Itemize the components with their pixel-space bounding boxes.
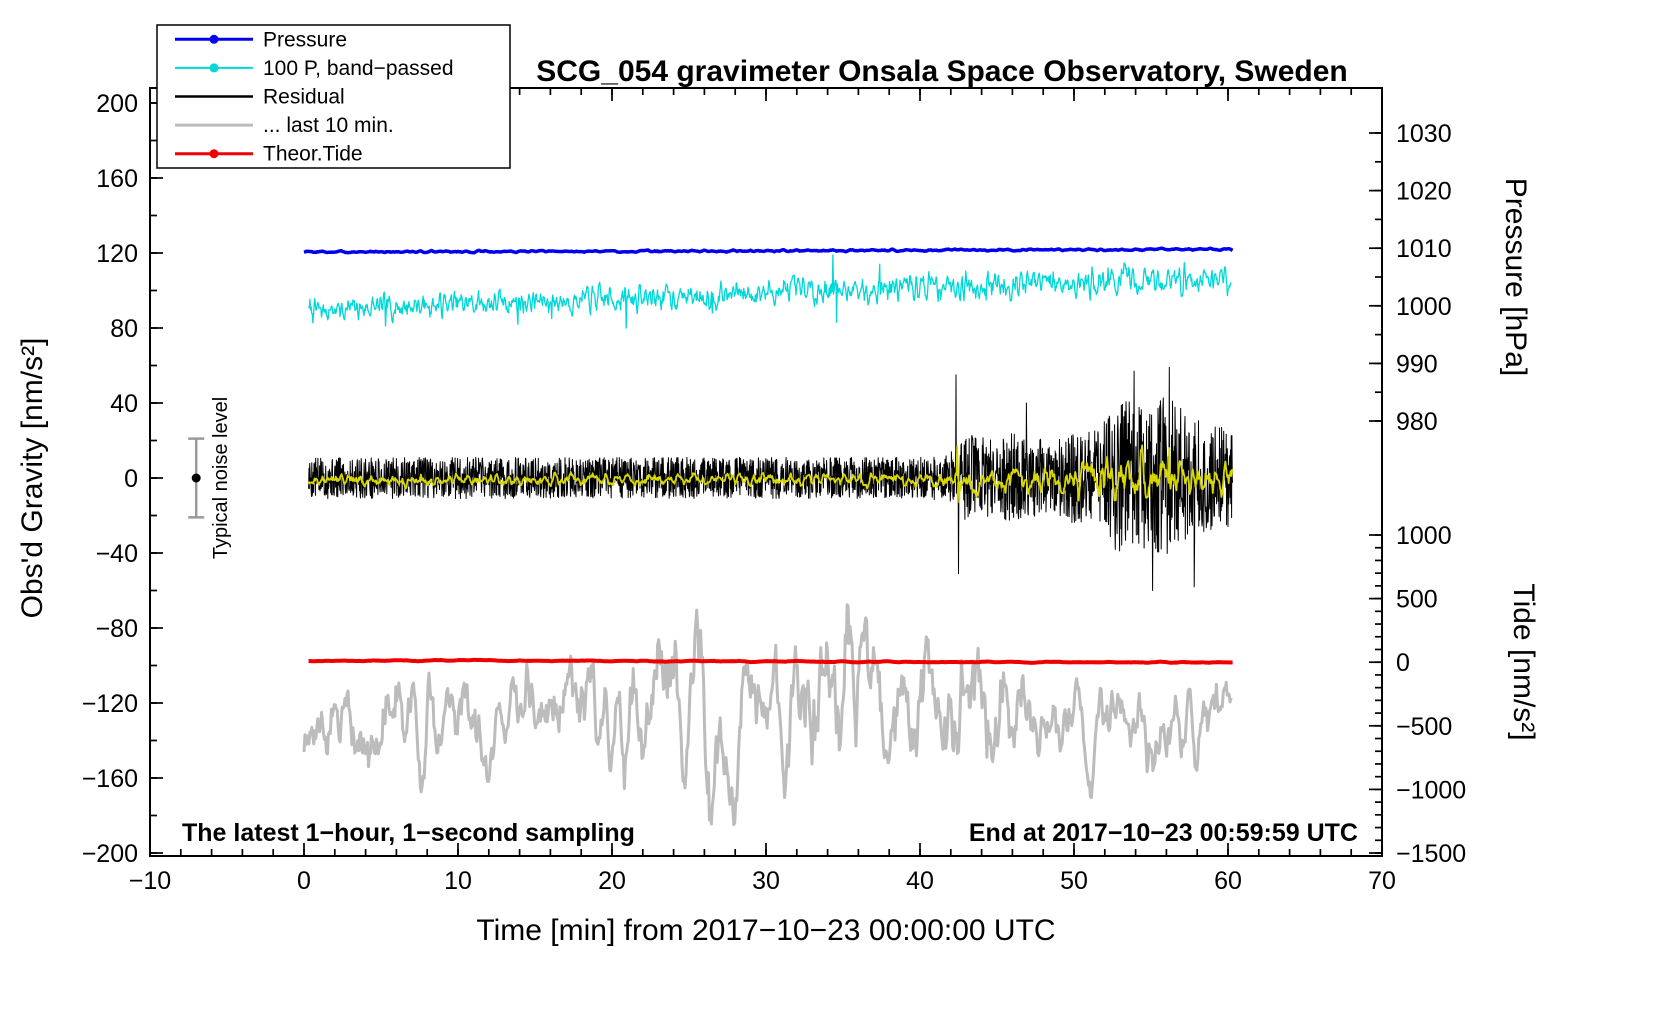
series-residual-band-passed (307, 444, 1234, 504)
y-axis-label-pressure: Pressure [hPa] (1499, 178, 1532, 376)
y-gravity-tick-label: −200 (82, 840, 138, 868)
y-pressure-tick-label: 990 (1396, 350, 1438, 378)
legend-swatch-dot (209, 34, 219, 44)
y-pressure-tick-label: 980 (1396, 408, 1438, 436)
y-gravity-tick-label: −120 (82, 690, 138, 718)
y-axis-label-gravity: Obs'd Gravity [nm/s²] (16, 338, 49, 619)
legend-swatch-dot (209, 63, 219, 73)
legend: Pressure 100 P, band−passed Residual ... la… (156, 24, 511, 169)
y-tide-tick-label: 500 (1396, 586, 1438, 614)
legend-swatch-dot (209, 149, 219, 159)
chart-title: SCG_054 gravimeter Onsala Space Observat… (536, 55, 1348, 88)
y-tide-tick-label: −500 (1396, 713, 1452, 741)
series-pressure-band-passed (308, 254, 1232, 329)
x-tick-label: 60 (1214, 867, 1242, 895)
y-gravity-tick-label: 40 (110, 390, 138, 418)
sampling-note: The latest 1−hour, 1−second sampling (182, 819, 635, 847)
y-pressure-tick-label: 1010 (1396, 235, 1452, 263)
noise-dot (191, 473, 201, 483)
y-gravity-tick-label: −160 (82, 765, 138, 793)
x-tick-label: 50 (1060, 867, 1088, 895)
legend-label: Pressure (263, 28, 347, 51)
x-tick-label: 70 (1368, 867, 1396, 895)
y-gravity-tick-label: 0 (124, 465, 138, 493)
x-axis-label: Time [min] from 2017−10−23 00:00:00 UTC (476, 914, 1055, 947)
y-gravity-tick-label: 80 (110, 315, 138, 343)
series-layer (302, 246, 1234, 827)
y-tide-tick-label: −1500 (1396, 840, 1466, 868)
text-layer: SCG_054 gravimeter Onsala Space Observat… (16, 55, 1540, 947)
legend-label: 100 P, band−passed (263, 57, 454, 80)
x-tick-label: 30 (752, 867, 780, 895)
series-pressure (303, 246, 1234, 255)
y-gravity-tick-label: 200 (96, 90, 138, 118)
typical-noise-marker (188, 437, 205, 519)
y-tide-tick-label: 1000 (1396, 522, 1452, 550)
y-pressure-tick-label: 1000 (1396, 293, 1452, 321)
y-pressure-tick-label: 1020 (1396, 178, 1452, 206)
series-theoretical-tide (308, 657, 1233, 665)
noise-level-label: Typical noise level (210, 397, 232, 559)
legend-label: Theor.Tide (263, 143, 363, 166)
x-tick-label: 20 (598, 867, 626, 895)
x-tick-label: 0 (297, 867, 311, 895)
series-residual-last-10-min (302, 603, 1233, 827)
x-tick-label: 40 (906, 867, 934, 895)
x-tick-label: −10 (129, 867, 171, 895)
x-tick-label: 10 (444, 867, 472, 895)
y-gravity-tick-label: 160 (96, 165, 138, 193)
y-gravity-tick-label: 120 (96, 240, 138, 268)
y-gravity-tick-label: −80 (96, 615, 138, 643)
y-gravity-tick-label: −40 (96, 540, 138, 568)
y-tide-tick-label: −1000 (1396, 776, 1466, 804)
end-note: End at 2017−10−23 00:59:59 UTC (969, 819, 1358, 847)
y-axis-label-tide: Tide [nm/s²] (1507, 583, 1540, 740)
axes-layer: −10 0 10 20 30 40 50 60 70−200−160−120−80−400408… (82, 87, 1466, 895)
legend-label: ... last 10 min. (263, 114, 394, 137)
y-pressure-tick-label: 1030 (1396, 120, 1452, 148)
plot-dynamic-layer: −10 0 10 20 30 40 50 60 70−200−160−120−80−400408… (82, 24, 1466, 895)
legend-label: Residual (263, 86, 345, 109)
y-tide-tick-label: 0 (1396, 649, 1410, 677)
